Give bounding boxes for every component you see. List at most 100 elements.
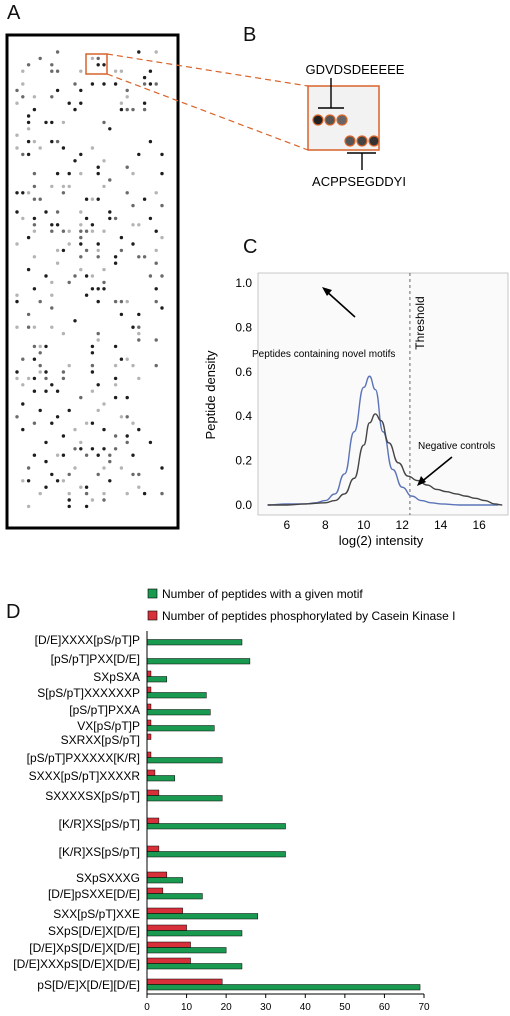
array-spot bbox=[61, 434, 66, 438]
bar-motif-count bbox=[146, 823, 286, 830]
y-tick-label: 0.8 bbox=[235, 320, 252, 334]
array-spot bbox=[15, 376, 19, 381]
array-spot bbox=[21, 82, 25, 86]
array-spot bbox=[137, 152, 141, 157]
array-spot bbox=[21, 216, 25, 221]
array-spot bbox=[55, 210, 60, 214]
category-label: [D/E]XXXX[pS/pT]P bbox=[35, 633, 140, 647]
array-spot bbox=[96, 453, 100, 457]
array-spot bbox=[26, 376, 31, 381]
array-spot bbox=[119, 299, 124, 304]
array-spot bbox=[26, 466, 31, 470]
category-label: S[pS/pT]XXXXXXP bbox=[37, 686, 140, 700]
bar-motif-count bbox=[146, 775, 175, 782]
array-spot bbox=[90, 389, 95, 393]
peptide-label-top: GDVDSDEEEEE bbox=[306, 62, 405, 77]
array-spot bbox=[73, 447, 77, 451]
array-spot bbox=[44, 274, 48, 278]
array-spot bbox=[125, 491, 129, 496]
array-spot bbox=[108, 479, 112, 483]
y-tick-label: 0.6 bbox=[235, 365, 252, 379]
x-tick-label: 10 bbox=[357, 518, 371, 532]
array-spot bbox=[96, 63, 100, 67]
array-spot bbox=[32, 184, 37, 189]
arrow-controls bbox=[419, 456, 453, 484]
array-spot bbox=[61, 331, 66, 336]
array-spot bbox=[160, 171, 164, 176]
array-spot bbox=[108, 178, 112, 182]
array-spot bbox=[73, 319, 77, 323]
array-spot bbox=[84, 453, 89, 457]
array-spot bbox=[84, 485, 89, 489]
array-spot bbox=[84, 229, 89, 233]
array-spot bbox=[79, 235, 83, 240]
bar-motif-count bbox=[146, 963, 243, 970]
x-tick-label: 40 bbox=[300, 1002, 312, 1013]
x-tick-label: 12 bbox=[396, 518, 410, 532]
array-spot bbox=[148, 274, 153, 278]
array-spot bbox=[125, 434, 129, 438]
array-spot bbox=[96, 472, 100, 477]
array-frame bbox=[5, 33, 180, 530]
array-spot bbox=[26, 267, 31, 272]
array-spot bbox=[113, 69, 118, 73]
array-spot bbox=[73, 159, 77, 163]
array-spot bbox=[67, 504, 71, 509]
array-spot bbox=[79, 395, 83, 400]
array-spot bbox=[21, 357, 25, 361]
array-spot bbox=[26, 479, 31, 483]
array-spot bbox=[154, 299, 158, 304]
array-spot bbox=[15, 101, 19, 105]
array-spot bbox=[96, 338, 100, 342]
array-spot bbox=[50, 383, 54, 387]
array-spot bbox=[26, 114, 31, 118]
array-spot bbox=[79, 88, 83, 93]
array-spot bbox=[61, 453, 66, 457]
array-spot bbox=[90, 197, 95, 201]
array-spot bbox=[79, 267, 83, 272]
legend-swatch-green bbox=[147, 588, 158, 599]
array-spot bbox=[67, 472, 71, 477]
array-spot bbox=[90, 229, 95, 233]
zoom-spot bbox=[312, 114, 324, 126]
array-spot bbox=[96, 383, 100, 387]
category-label: [D/E]XXXpS[D/E]X[D/E] bbox=[13, 957, 140, 971]
array-spot bbox=[44, 120, 48, 125]
array-spot bbox=[113, 344, 118, 349]
array-spot bbox=[21, 69, 25, 73]
array-spot bbox=[84, 248, 89, 253]
array-spot bbox=[90, 274, 95, 278]
array-spot bbox=[137, 427, 141, 432]
array-spot bbox=[119, 248, 124, 253]
zoom-spot bbox=[324, 114, 336, 126]
array-spot bbox=[148, 216, 153, 221]
array-spot bbox=[131, 242, 135, 246]
array-spot bbox=[125, 191, 129, 195]
array-spot bbox=[125, 165, 129, 169]
array-spot bbox=[55, 261, 60, 265]
category-label: [K/R]XS[pS/pT] bbox=[59, 845, 140, 859]
x-tick-label: 16 bbox=[472, 518, 486, 532]
bar-casein-kinase bbox=[146, 907, 183, 914]
series-line-controls bbox=[267, 413, 503, 506]
y-axis-label: Peptide density bbox=[203, 350, 218, 439]
array-spot bbox=[15, 88, 19, 93]
plot-area bbox=[257, 272, 509, 516]
array-spot bbox=[55, 139, 60, 144]
array-spot bbox=[79, 69, 83, 73]
array-spot bbox=[108, 210, 112, 214]
array-spot bbox=[32, 357, 37, 361]
array-spot bbox=[26, 235, 31, 240]
array-spot bbox=[32, 389, 37, 393]
x-tick-label: 6 bbox=[284, 518, 291, 532]
array-spot bbox=[79, 210, 83, 214]
arrow-controls-head bbox=[417, 476, 426, 486]
array-spot bbox=[50, 120, 54, 125]
array-spot bbox=[44, 485, 48, 489]
array-spot bbox=[26, 63, 31, 67]
array-spot bbox=[90, 447, 95, 451]
array-spot bbox=[108, 453, 112, 457]
y-axis: 0.0 0.2 0.4 0.6 0.8 1.0 bbox=[235, 276, 252, 512]
bar-motif-count bbox=[146, 757, 223, 764]
array-spot bbox=[131, 325, 135, 329]
